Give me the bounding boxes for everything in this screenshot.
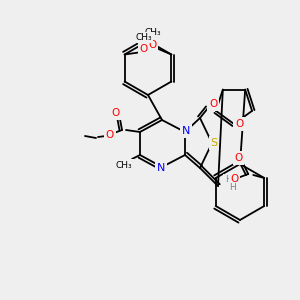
Text: N: N <box>182 126 190 136</box>
Text: S: S <box>210 138 218 148</box>
Text: CH₃: CH₃ <box>144 28 161 37</box>
Text: H: H <box>229 184 236 193</box>
Text: CH₃: CH₃ <box>116 160 132 169</box>
Text: O: O <box>209 99 217 109</box>
Text: H: H <box>225 176 231 184</box>
Text: O: O <box>140 44 148 55</box>
Text: N: N <box>157 163 165 173</box>
Text: O: O <box>230 174 238 184</box>
Text: O: O <box>148 40 157 50</box>
Text: CH₃: CH₃ <box>135 33 152 42</box>
Text: O: O <box>234 153 242 163</box>
Text: O: O <box>235 119 243 129</box>
Text: O: O <box>106 130 114 140</box>
Text: O: O <box>112 108 120 118</box>
